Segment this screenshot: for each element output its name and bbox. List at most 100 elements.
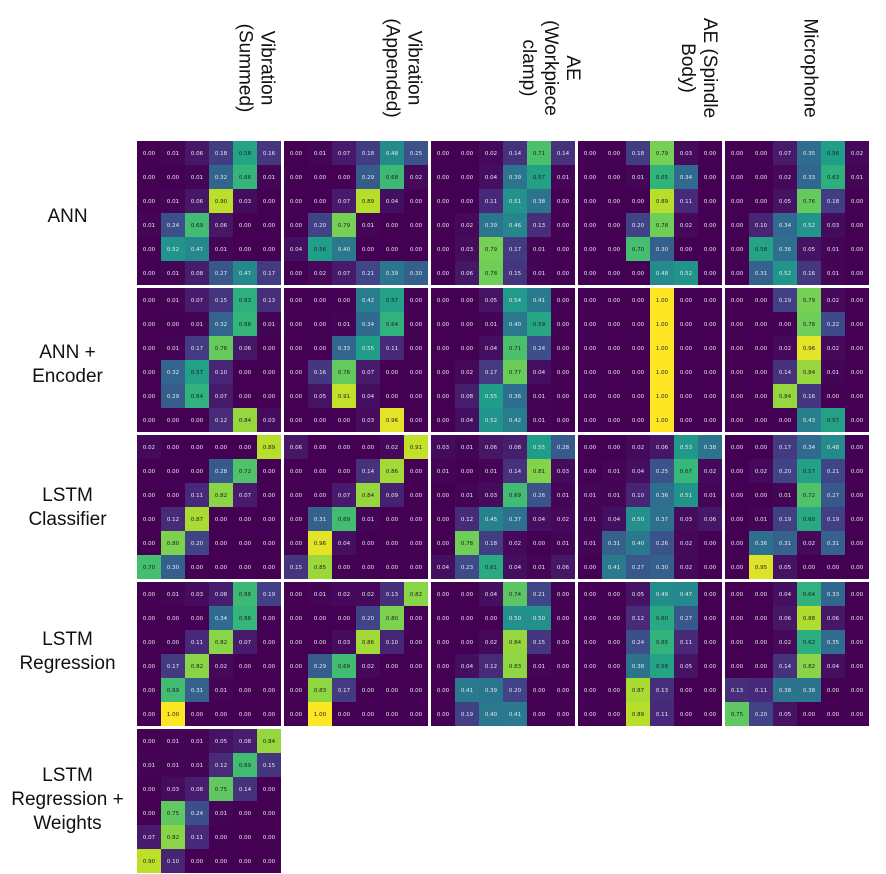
- heatmap-cell-label: 0.57: [386, 298, 399, 304]
- heatmap-cell-label: 0.72: [803, 493, 815, 499]
- heatmap-cell-label: 0.00: [557, 712, 570, 718]
- heatmap-cell-label: 0.01: [167, 199, 179, 205]
- heatmap-cell-label: 0.01: [608, 469, 620, 475]
- heatmap-cell: [797, 384, 821, 408]
- heatmap-cell-label: 0.00: [755, 346, 768, 352]
- heatmap-cell: [503, 702, 527, 726]
- heatmap-cell-label: 0.00: [608, 592, 621, 598]
- heatmap-cell: [503, 141, 527, 165]
- heatmap-cell-label: 0.18: [827, 199, 840, 205]
- heatmap-cell: [137, 825, 161, 849]
- heatmap-cell-label: 0.00: [410, 688, 423, 694]
- heatmap-cell-label: 0.01: [584, 517, 596, 523]
- heatmap-cell-label: 0.00: [557, 199, 570, 205]
- heatmap-cell-label: 0.00: [680, 688, 693, 694]
- heatmap-cell: [455, 312, 479, 336]
- heatmap-cell-label: 0.15: [290, 565, 303, 571]
- heatmap-cell: [725, 141, 749, 165]
- heatmap-cell: [698, 336, 722, 360]
- heatmap-cell-label: 0.00: [608, 664, 621, 670]
- heatmap-cell: [698, 213, 722, 237]
- heatmap-cell-label: 0.50: [533, 616, 546, 622]
- heatmap-cell: [749, 507, 773, 531]
- heatmap-ann-vibration-summed: 0.00 0.01 0.06 0.18 0.58 0.160.00 0.00 0.01 0.32…: [137, 141, 281, 285]
- heatmap-cell-label: 0.08: [461, 394, 474, 400]
- heatmap-cell-label: 0.00: [755, 664, 768, 670]
- column-header-label: AE (Spindle Body): [677, 17, 720, 119]
- heatmap-cell: [185, 288, 209, 312]
- heatmap-lstm-classifier-ae-spindle-body: 0.00 0.00 0.02 0.06 0.53 0.380.00 0.01 0.04 0.25…: [578, 435, 722, 579]
- heatmap-cell-label: 0.62: [803, 640, 815, 646]
- heatmap-cell-label: 0.00: [557, 346, 570, 352]
- heatmap-cell-label: 0.00: [143, 811, 156, 817]
- heatmap-cell: [308, 459, 332, 483]
- heatmap-cell-label: 0.21: [362, 271, 374, 277]
- heatmap-cell: [725, 384, 749, 408]
- heatmap-cell-label: 0.00: [584, 223, 597, 229]
- heatmap-cell-label: 0.65: [656, 640, 669, 646]
- heatmap-cell-label: 0.00: [557, 298, 570, 304]
- heatmap-cell-label: 0.84: [362, 493, 375, 499]
- heatmap-cell: [602, 408, 626, 432]
- heatmap-cell-label: 0.69: [509, 493, 522, 499]
- heatmap-cell-label: 0.00: [263, 787, 276, 793]
- heatmap-cell: [185, 237, 209, 261]
- heatmap-cell-label: 0.06: [779, 616, 792, 622]
- heatmap-cell-label: 0.40: [485, 712, 498, 718]
- heatmap-cell-label: 0.78: [656, 223, 669, 229]
- heatmap-cell-label: 0.31: [755, 271, 767, 277]
- heatmap-cell-label: 0.20: [632, 223, 645, 229]
- heatmap-cell-label: 0.00: [314, 445, 327, 451]
- heatmap-cell: [845, 312, 869, 336]
- heatmap-cell-label: 0.00: [314, 616, 327, 622]
- heatmap-cell-label: 0.41: [461, 688, 473, 694]
- heatmap-cell: [455, 165, 479, 189]
- heatmap-cell: [356, 237, 380, 261]
- heatmap-cell-label: 0.00: [314, 322, 327, 328]
- heatmap-cell-label: 0.34: [779, 223, 792, 229]
- heatmap-cell-label: 0.00: [779, 322, 792, 328]
- heatmap-cell: [602, 261, 626, 285]
- heatmap-cell: [551, 531, 575, 555]
- heatmap-cell: [578, 141, 602, 165]
- heatmap-cell-label: 0.00: [410, 418, 423, 424]
- heatmap-cell-label: 0.00: [704, 541, 717, 547]
- heatmap-cell: [773, 189, 797, 213]
- heatmap-cell-label: 0.00: [167, 175, 180, 181]
- heatmap-cell-label: 0.89: [632, 712, 645, 718]
- heatmap-cell: [284, 165, 308, 189]
- heatmap-cell: [602, 702, 626, 726]
- heatmap-cell: [773, 312, 797, 336]
- heatmap-cell-label: 0.00: [290, 712, 303, 718]
- heatmap-cell-label: 0.00: [851, 541, 864, 547]
- heatmap-cell: [626, 237, 650, 261]
- heatmap-cell: [698, 165, 722, 189]
- heatmap-cell-label: 0.17: [485, 370, 498, 376]
- heatmap-cell: [233, 801, 257, 825]
- heatmap-cell: [404, 435, 428, 459]
- heatmap-cell: [578, 630, 602, 654]
- heatmap-cell-label: 0.00: [704, 223, 717, 229]
- heatmap-cell: [380, 408, 404, 432]
- heatmap-cell: [821, 555, 845, 579]
- heatmap-cell-label: 0.00: [410, 541, 423, 547]
- heatmap-cell: [821, 531, 845, 555]
- heatmap-cell: [602, 435, 626, 459]
- heatmap-cell: [551, 189, 575, 213]
- heatmap-cell-label: 0.89: [362, 199, 375, 205]
- heatmap-cell: [455, 189, 479, 213]
- heatmap-cell-label: 0.07: [338, 199, 351, 205]
- heatmap-cell: [527, 582, 551, 606]
- heatmap-cell: [578, 336, 602, 360]
- heatmap-cell-label: 0.00: [239, 541, 252, 547]
- heatmap-cell: [749, 483, 773, 507]
- heatmap-cell-label: 0.00: [557, 394, 570, 400]
- heatmap-cell: [332, 288, 356, 312]
- heatmap-cell: [137, 288, 161, 312]
- heatmap-cell: [527, 531, 551, 555]
- heatmap-cell-label: 0.58: [755, 247, 768, 253]
- heatmap-cell: [185, 849, 209, 873]
- heatmap-cell: [404, 507, 428, 531]
- heatmap-cell-label: 0.18: [632, 151, 645, 157]
- heatmap-cell: [698, 459, 722, 483]
